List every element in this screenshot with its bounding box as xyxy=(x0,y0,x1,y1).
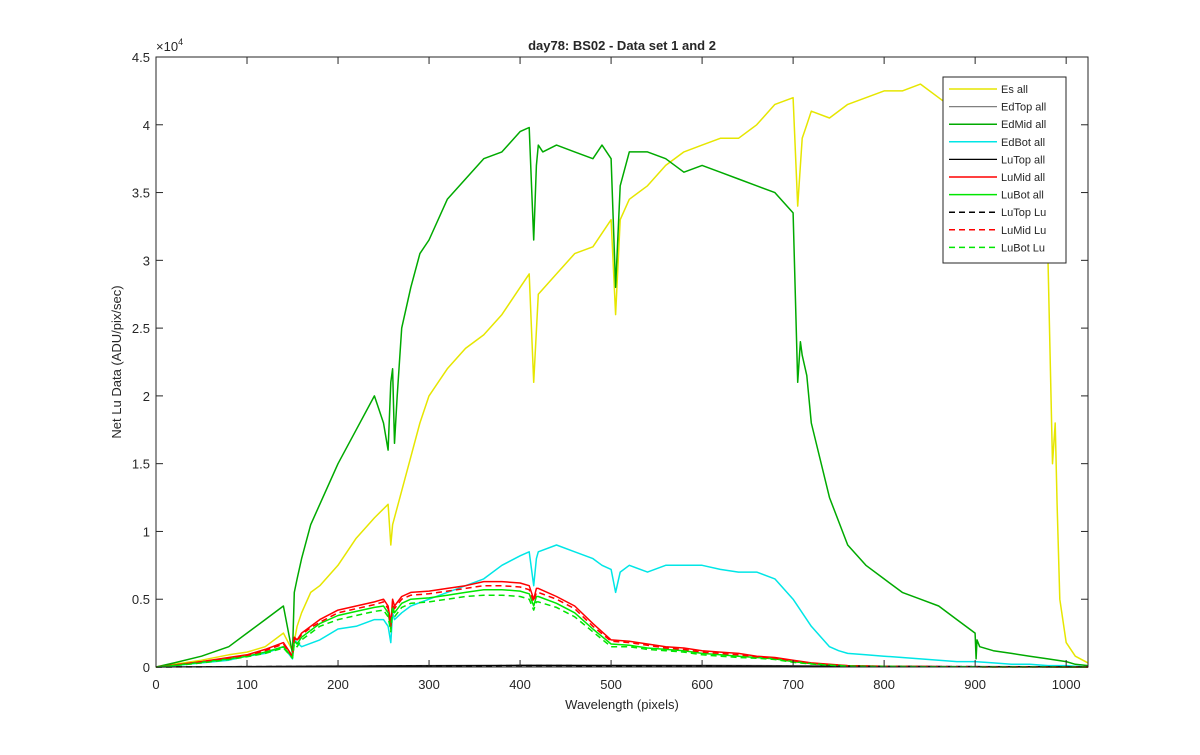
y-tick-label: 1.5 xyxy=(132,457,150,472)
legend-label-edmid-all: EdMid all xyxy=(1001,119,1046,131)
legend-label-lutop-lu: LuTop Lu xyxy=(1001,207,1046,219)
y-axis: 0 0.5 1 1.5 2 2.5 3 3.5 4 4.5 xyxy=(132,50,1088,675)
x-axis-label: Wavelength (pixels) xyxy=(565,697,679,712)
y-tick-label: 4.5 xyxy=(132,50,150,65)
legend-box xyxy=(942,76,1067,264)
x-tick-label: 800 xyxy=(873,677,895,692)
x-tick-label: 300 xyxy=(418,677,440,692)
legend-label-edtop-all: EdTop all xyxy=(1001,102,1046,114)
plot-area xyxy=(156,57,1088,667)
axes-box xyxy=(155,56,1089,668)
y-tick-label: 2 xyxy=(143,389,150,404)
x-tick-label: 100 xyxy=(236,677,258,692)
legend-label-lumid-lu: LuMid Lu xyxy=(1001,225,1046,237)
legend-label-edbot-all: EdBot all xyxy=(1001,137,1045,149)
y-tick-label: 0 xyxy=(143,660,150,675)
chart-title: day78: BS02 - Data set 1 and 2 xyxy=(528,38,716,53)
x-tick-label: 500 xyxy=(600,677,622,692)
y-tick-label: 3 xyxy=(143,253,150,268)
y-tick-label: 0.5 xyxy=(132,592,150,607)
x-tick-label: 400 xyxy=(509,677,531,692)
x-tick-label: 900 xyxy=(964,677,986,692)
y-tick-label: 1 xyxy=(143,524,150,539)
y-exponent-power: 4 xyxy=(178,37,183,47)
x-tick-label: 200 xyxy=(327,677,349,692)
series-line-lumid-lu xyxy=(155,584,1088,668)
y-tick-label: 4 xyxy=(143,118,150,133)
y-exponent-base: ×10 xyxy=(156,39,178,54)
legend-label-lutop-all: LuTop all xyxy=(1001,154,1045,166)
y-tick-label: 2.5 xyxy=(132,321,150,336)
series-line-edmid-all xyxy=(155,126,1089,668)
legend-label-lubot-lu: LuBot Lu xyxy=(1001,242,1045,254)
x-tick-label: 0 xyxy=(152,677,159,692)
x-tick-label: 700 xyxy=(782,677,804,692)
series-line-lubot-lu xyxy=(155,594,1088,668)
x-tick-label: 1000 xyxy=(1052,677,1081,692)
legend-label-es-all: Es all xyxy=(1001,84,1028,96)
y-axis-label: Net Lu Data (ADU/pix/sec) xyxy=(109,285,124,438)
legend-label-lubot-all: LuBot all xyxy=(1001,190,1044,202)
series-line-edbot-all xyxy=(155,544,1089,668)
legend-label-lumid-all: LuMid all xyxy=(1001,172,1045,184)
x-axis: 0 100 200 300 400 500 600 700 800 900 1000 xyxy=(152,57,1081,692)
legend: Es all EdTop all EdMid all EdBot all LuTop a… xyxy=(942,76,1067,264)
y-tick-label: 3.5 xyxy=(132,186,150,201)
y-exponent-label: ×104 xyxy=(156,37,183,54)
x-tick-label: 600 xyxy=(691,677,713,692)
